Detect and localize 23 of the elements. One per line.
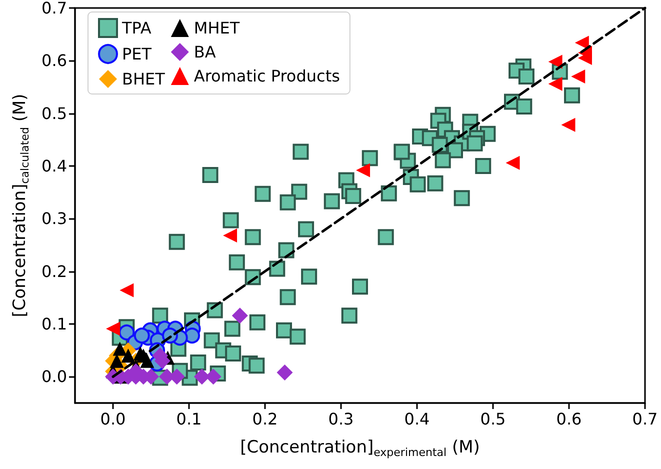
x-tick-label: 0.3: [328, 410, 354, 428]
y-tick-label: 0.6: [42, 51, 67, 70]
x-tick-label: 0.7: [632, 410, 658, 428]
y-axis-title: [Concentration]calculated (M): [10, 94, 32, 318]
x-tick-label: 0.2: [252, 410, 278, 428]
legend-label: TPA: [121, 18, 152, 38]
x-tick-label: 0.6: [556, 410, 582, 428]
x-tick-label: 0.1: [176, 410, 202, 428]
legend-label: BA: [194, 42, 216, 62]
x-tick-label: 0.5: [480, 410, 506, 428]
x-tick-label: 0.0: [100, 410, 126, 428]
x-tick-label: 0.4: [404, 410, 430, 428]
legend-label: PET: [122, 44, 152, 64]
legend-label: MHET: [194, 18, 240, 38]
legend-label: BHET: [122, 70, 166, 88]
y-tick-label: 0.0: [42, 367, 67, 386]
y-tick-label: 0.4: [42, 156, 67, 176]
y-tick-label: 0.2: [42, 262, 67, 281]
y-tick-label: 0.5: [42, 104, 67, 123]
y-tick-label: 0.7: [42, 0, 67, 18]
legend-label: Aromatic Products: [194, 66, 340, 86]
y-tick-label: 0.3: [42, 209, 67, 228]
y-tick-label: 0.1: [42, 314, 67, 334]
